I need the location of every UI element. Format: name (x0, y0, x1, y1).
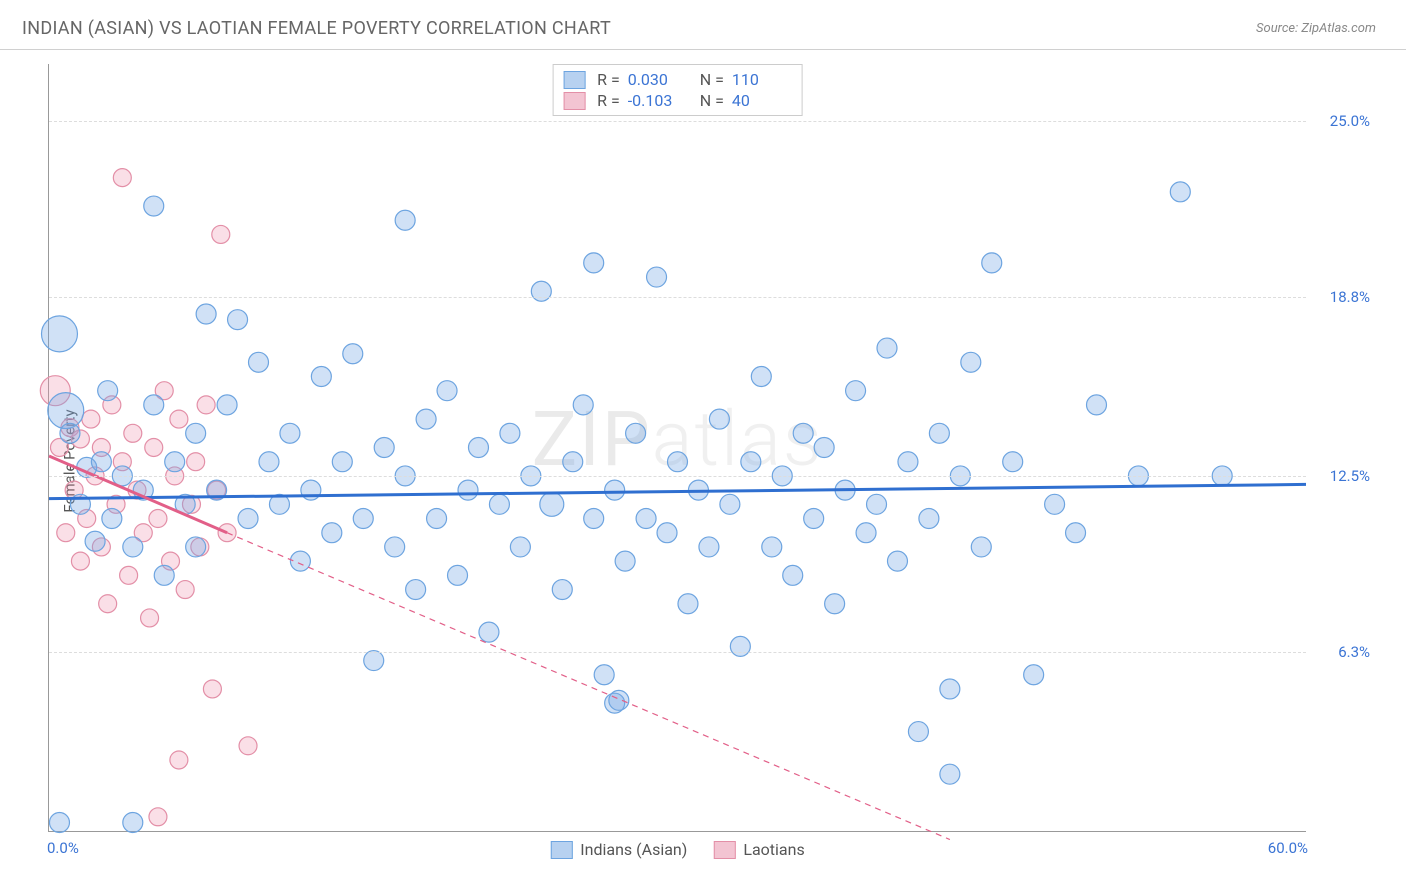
source-label: Source: ZipAtlas.com (1256, 21, 1376, 36)
y-tick-label: 6.3% (1312, 643, 1370, 661)
gridline (49, 476, 1306, 477)
header: INDIAN (ASIAN) VS LAOTIAN FEMALE POVERTY… (0, 0, 1406, 50)
swatch-indians-icon (550, 841, 572, 859)
legend-row-indians: R = 0.030 N = 110 (563, 69, 792, 90)
x-axis-min: 0.0% (47, 839, 79, 857)
r-value-laotians: -0.103 (628, 91, 688, 110)
y-tick-label: 18.8% (1312, 288, 1370, 306)
series-legend: Indians (Asian) Laotians (550, 840, 804, 859)
swatch-laotians (563, 92, 585, 110)
plot-region: ZIPatlas R = 0.030 N = 110 R = -0.103 N … (48, 64, 1306, 832)
legend-item-indians: Indians (Asian) (550, 840, 687, 859)
y-tick-label: 12.5% (1312, 467, 1370, 485)
scatter-svg (49, 64, 1306, 831)
n-value-laotians: 40 (732, 91, 792, 110)
gridline (49, 297, 1306, 298)
chart-title: INDIAN (ASIAN) VS LAOTIAN FEMALE POVERTY… (22, 18, 611, 39)
correlation-legend: R = 0.030 N = 110 R = -0.103 N = 40 (552, 64, 803, 116)
legend-item-laotians: Laotians (713, 840, 804, 859)
y-tick-label: 25.0% (1312, 112, 1370, 130)
x-axis-max: 60.0% (1268, 839, 1308, 857)
legend-row-laotians: R = -0.103 N = 40 (563, 90, 792, 111)
legend-label-laotians: Laotians (743, 840, 804, 859)
gridline (49, 652, 1306, 653)
swatch-laotians-icon (713, 841, 735, 859)
n-value-indians: 110 (732, 70, 792, 89)
swatch-indians (563, 71, 585, 89)
chart-area: Female Poverty ZIPatlas R = 0.030 N = 11… (22, 56, 1376, 866)
gridline (49, 121, 1306, 122)
r-value-indians: 0.030 (628, 70, 688, 89)
legend-label-indians: Indians (Asian) (580, 840, 687, 859)
